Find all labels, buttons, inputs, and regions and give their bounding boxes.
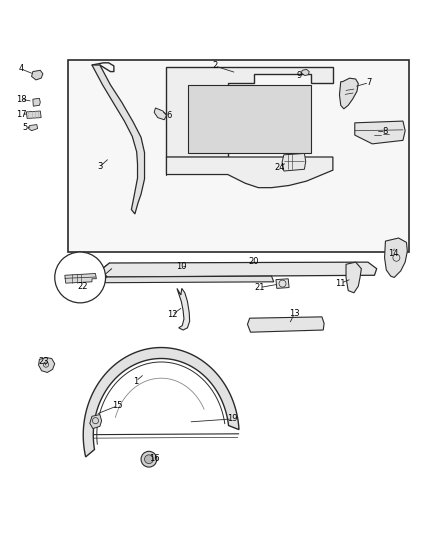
- Polygon shape: [28, 125, 38, 131]
- Text: 16: 16: [149, 454, 160, 463]
- Text: 3: 3: [97, 162, 102, 171]
- Polygon shape: [90, 415, 102, 429]
- Polygon shape: [83, 348, 239, 457]
- Circle shape: [55, 252, 106, 303]
- Text: 5: 5: [23, 123, 28, 132]
- Text: 19: 19: [227, 415, 237, 423]
- Text: 4: 4: [18, 64, 24, 74]
- Text: 9: 9: [296, 71, 301, 80]
- Polygon shape: [102, 276, 274, 282]
- Polygon shape: [276, 279, 289, 288]
- Polygon shape: [65, 273, 96, 283]
- Text: 1: 1: [133, 377, 138, 386]
- Polygon shape: [385, 238, 407, 278]
- Polygon shape: [101, 262, 377, 277]
- Text: 14: 14: [388, 249, 398, 258]
- Text: 11: 11: [336, 279, 346, 288]
- Text: 24: 24: [274, 163, 285, 172]
- Text: 8: 8: [383, 127, 388, 136]
- Text: 10: 10: [176, 262, 186, 271]
- Polygon shape: [92, 65, 145, 214]
- Text: 21: 21: [254, 283, 265, 292]
- Polygon shape: [33, 98, 40, 106]
- Polygon shape: [154, 108, 166, 120]
- Text: 15: 15: [112, 401, 123, 410]
- Text: 23: 23: [39, 358, 49, 367]
- Text: 6: 6: [166, 111, 171, 120]
- Text: 22: 22: [77, 282, 88, 290]
- Circle shape: [141, 451, 157, 467]
- Circle shape: [145, 455, 153, 464]
- Polygon shape: [301, 69, 309, 76]
- Text: 2: 2: [212, 61, 217, 70]
- Polygon shape: [188, 85, 311, 152]
- Polygon shape: [355, 121, 405, 144]
- Polygon shape: [166, 67, 333, 157]
- Polygon shape: [339, 78, 358, 109]
- Text: 12: 12: [167, 310, 177, 319]
- Polygon shape: [346, 262, 361, 293]
- Polygon shape: [32, 70, 43, 80]
- Polygon shape: [26, 111, 41, 118]
- Polygon shape: [166, 157, 333, 188]
- Polygon shape: [282, 154, 306, 171]
- Polygon shape: [177, 288, 190, 330]
- Text: 20: 20: [248, 257, 258, 266]
- Text: 18: 18: [16, 95, 26, 104]
- Text: 7: 7: [367, 78, 372, 87]
- Text: 17: 17: [16, 110, 26, 118]
- Text: 13: 13: [289, 309, 300, 318]
- Polygon shape: [247, 317, 324, 332]
- Polygon shape: [68, 60, 409, 253]
- Polygon shape: [39, 358, 55, 373]
